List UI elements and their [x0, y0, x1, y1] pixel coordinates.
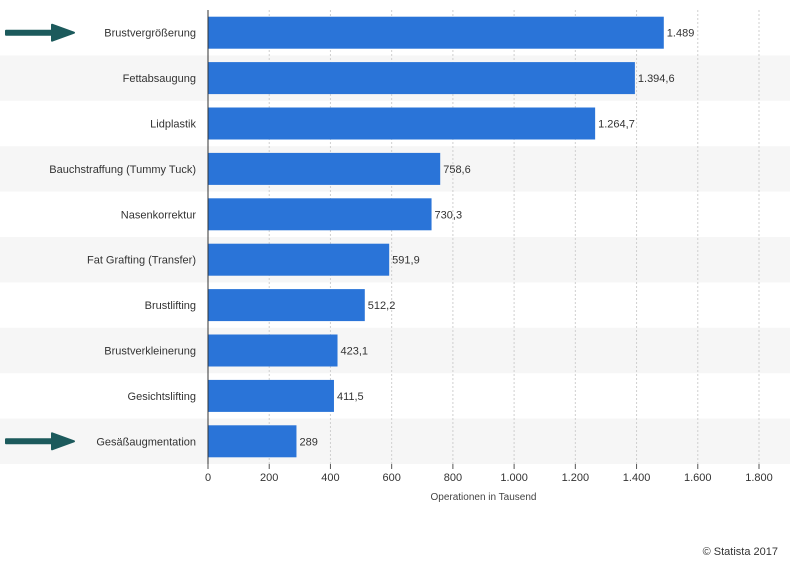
row-band [0, 237, 790, 283]
bar [208, 289, 365, 322]
category-label: Fat Grafting (Transfer) [87, 255, 196, 267]
row-band [0, 418, 790, 464]
value-label: 1.264,7 [598, 119, 635, 131]
x-tick-label: 800 [444, 472, 462, 484]
bar [208, 425, 297, 458]
x-tick-label: 1.200 [562, 472, 590, 484]
value-label: 1.394,6 [638, 73, 675, 85]
statista-credit: © Statista 2017 [702, 546, 778, 558]
bar [208, 107, 596, 140]
category-label: Fettabsaugung [123, 73, 196, 85]
category-label: Gesichtslifting [128, 391, 196, 403]
value-label: 1.489 [667, 28, 695, 40]
x-tick-label: 400 [321, 472, 339, 484]
x-tick-label: 1.800 [745, 472, 773, 484]
bar [208, 152, 441, 185]
x-tick-label: 1.600 [684, 472, 712, 484]
category-label: Bauchstraffung (Tummy Tuck) [49, 164, 196, 176]
value-label: 423,1 [341, 346, 369, 358]
value-label: 411,5 [337, 391, 364, 403]
category-label: Lidplastik [150, 119, 196, 131]
value-label: 758,6 [443, 164, 471, 176]
bar [208, 198, 432, 231]
x-tick-label: 1.400 [623, 472, 651, 484]
bar [208, 379, 334, 412]
value-label: 730,3 [435, 209, 463, 221]
value-label: 289 [299, 436, 317, 448]
category-label: Nasenkorrektur [121, 209, 197, 221]
x-tick-label: 200 [260, 472, 278, 484]
x-axis-title: Operationen in Tausend [430, 492, 536, 503]
category-label: Brustvergrößerung [104, 28, 196, 40]
bar [208, 62, 635, 95]
x-tick-label: 1.000 [500, 472, 528, 484]
category-label: Brustlifting [145, 300, 196, 312]
highlight-arrow-icon [5, 432, 75, 451]
bar [208, 16, 664, 49]
category-label: Brustverkleinerung [104, 346, 196, 358]
value-label: 591,9 [392, 255, 420, 267]
bar [208, 334, 338, 367]
x-tick-label: 600 [382, 472, 400, 484]
value-label: 512,2 [368, 300, 396, 312]
highlight-arrow-icon [5, 23, 75, 42]
x-tick-label: 0 [205, 472, 211, 484]
category-label: Gesäßaugmentation [96, 436, 196, 448]
bar [208, 243, 390, 276]
row-band [0, 327, 790, 374]
